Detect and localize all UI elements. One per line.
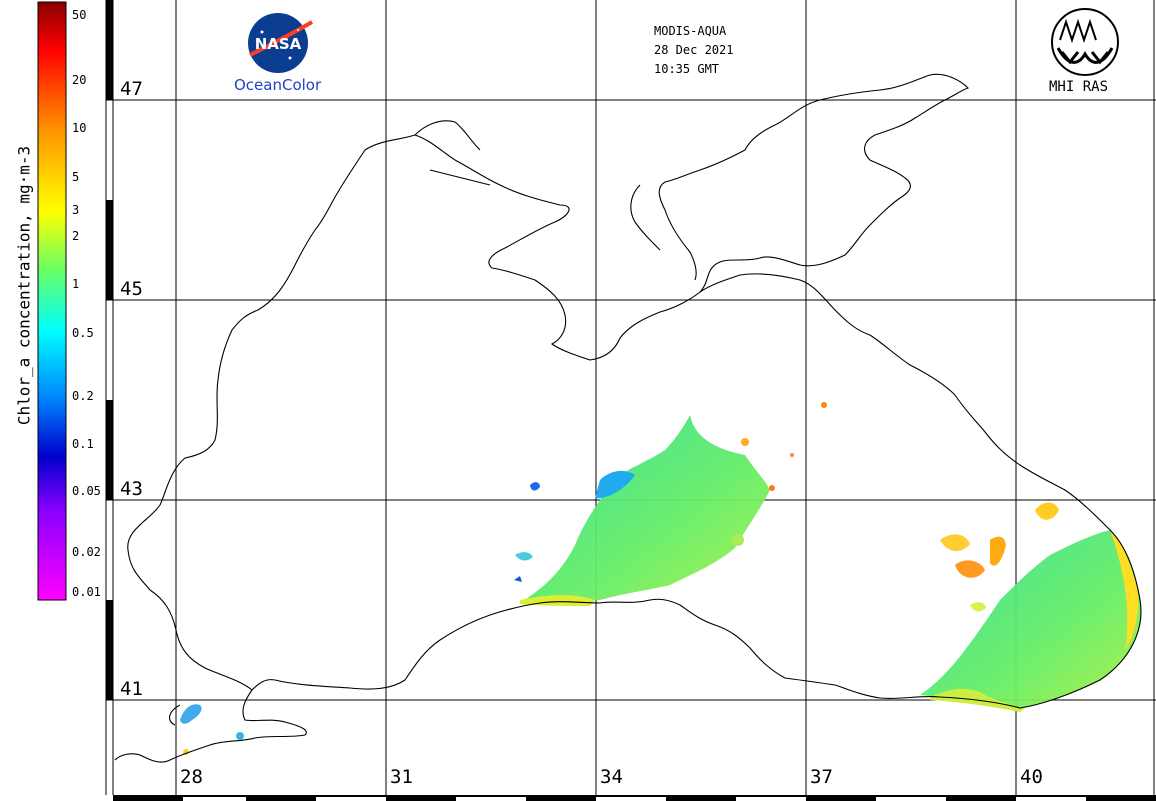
acquisition-time: 10:35 GMT <box>654 62 720 76</box>
lon-label: 28 <box>180 766 203 788</box>
nasa-caption: OceanColor <box>234 76 322 94</box>
colorbar-tick: 3 <box>72 203 80 217</box>
colorbar-tick: 0.5 <box>72 326 94 340</box>
colorbar-tick: 0.05 <box>72 484 101 498</box>
lat-label: 45 <box>120 278 143 300</box>
colorbar-tick: 2 <box>72 229 80 243</box>
colorbar-tick: 1 <box>72 277 80 291</box>
frame-scale <box>106 0 1156 801</box>
colorbar-tick: 50 <box>72 8 87 22</box>
lat-label: 43 <box>120 478 143 500</box>
lon-label: 40 <box>1020 766 1043 788</box>
colorbar-tick: 0.01 <box>72 585 101 599</box>
colorbar-tick: 0.02 <box>72 545 101 559</box>
chlorophyll-patches <box>180 402 1141 755</box>
colorbar-tick: 0.1 <box>72 437 94 451</box>
mhi-caption: MHI RAS <box>1049 79 1109 95</box>
lon-label: 31 <box>390 766 413 788</box>
lon-label: 34 <box>600 766 623 788</box>
acquisition-date: 28 Dec 2021 <box>654 43 734 57</box>
coastline <box>114 73 1142 763</box>
lon-label: 37 <box>810 766 833 788</box>
nasa-word: NASA <box>255 35 302 53</box>
colorbar-title: Chlor_a concentration, mg·m-3 <box>14 145 34 426</box>
colorbar-tick: 20 <box>72 73 87 87</box>
lat-label: 47 <box>120 78 143 100</box>
colorbar-tick: 5 <box>72 170 80 184</box>
acquisition-info: MODIS-AQUA 28 Dec 2021 10:35 GMT <box>654 22 733 79</box>
colorbar <box>37 1 67 601</box>
colorbar-tick: 0.2 <box>72 389 94 403</box>
mhi-logo <box>1051 8 1119 76</box>
nasa-logo: NASA <box>248 13 314 73</box>
colorbar-tick: 10 <box>72 121 87 135</box>
sensor-name: MODIS-AQUA <box>654 24 727 38</box>
lat-label: 41 <box>120 678 143 700</box>
